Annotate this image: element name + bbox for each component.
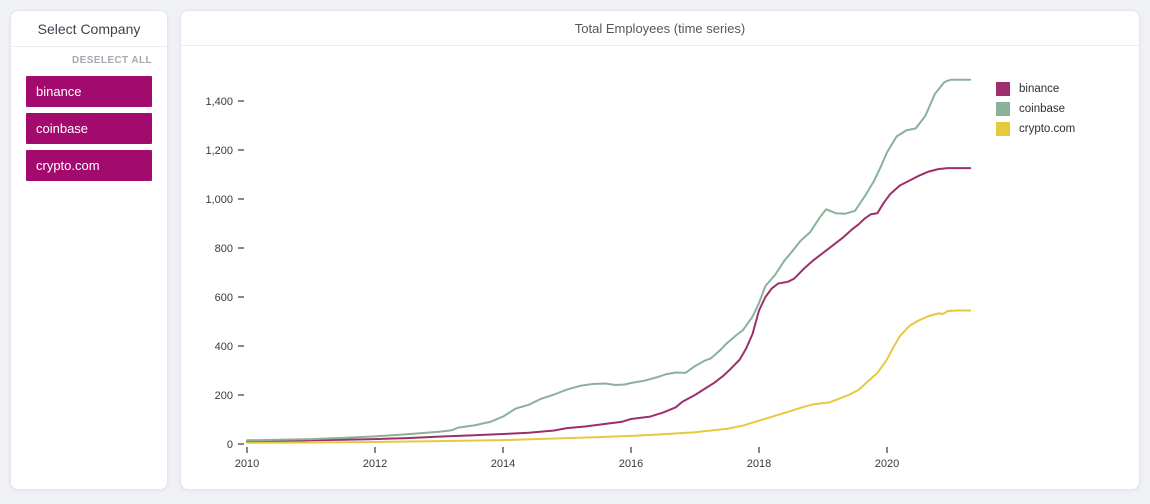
svg-text:2014: 2014 — [491, 458, 515, 470]
company-button-coinbase[interactable]: coinbase — [26, 113, 152, 144]
company-list: binance coinbase crypto.com — [26, 76, 152, 181]
legend-item-coinbase: coinbase — [996, 102, 1075, 116]
legend-item-crypto-com: crypto.com — [996, 122, 1075, 136]
company-button-crypto-com[interactable]: crypto.com — [26, 150, 152, 181]
svg-text:2012: 2012 — [363, 458, 387, 470]
sidebar-body: DESELECT ALL binance coinbase crypto.com — [11, 47, 167, 181]
chart-panel: Total Employees (time series) 0 200 400 600… — [180, 10, 1140, 490]
svg-text:2010: 2010 — [235, 458, 259, 470]
svg-text:1,200: 1,200 — [205, 145, 233, 157]
legend-swatch — [996, 122, 1010, 136]
sidebar-title: Select Company — [11, 11, 167, 47]
svg-text:400: 400 — [215, 341, 233, 353]
legend-item-binance: binance — [996, 82, 1075, 96]
legend-swatch — [996, 102, 1010, 116]
svg-text:1,400: 1,400 — [205, 96, 233, 108]
legend-swatch — [996, 82, 1010, 96]
svg-text:600: 600 — [215, 292, 233, 304]
svg-text:2018: 2018 — [747, 458, 771, 470]
chart-legend: binance coinbase crypto.com — [996, 82, 1075, 136]
svg-text:200: 200 — [215, 390, 233, 402]
chart-svg[interactable]: 0 200 400 600 800 1,000 1,200 1,400 2010 2012 2014… — [181, 51, 1141, 481]
svg-text:800: 800 — [215, 243, 233, 255]
company-selector-panel: Select Company DESELECT ALL binance coinb… — [10, 10, 168, 490]
legend-label: crypto.com — [1019, 123, 1076, 135]
svg-text:2016: 2016 — [619, 458, 643, 470]
chart-title: Total Employees (time series) — [181, 11, 1139, 46]
company-button-binance[interactable]: binance — [26, 76, 152, 107]
legend-label: coinbase — [1019, 103, 1066, 115]
deselect-all-button[interactable]: DESELECT ALL — [26, 55, 152, 66]
legend-label: binance — [1019, 83, 1060, 95]
svg-text:2020: 2020 — [875, 458, 899, 470]
svg-text:0: 0 — [227, 439, 233, 451]
svg-text:1,000: 1,000 — [205, 194, 233, 206]
